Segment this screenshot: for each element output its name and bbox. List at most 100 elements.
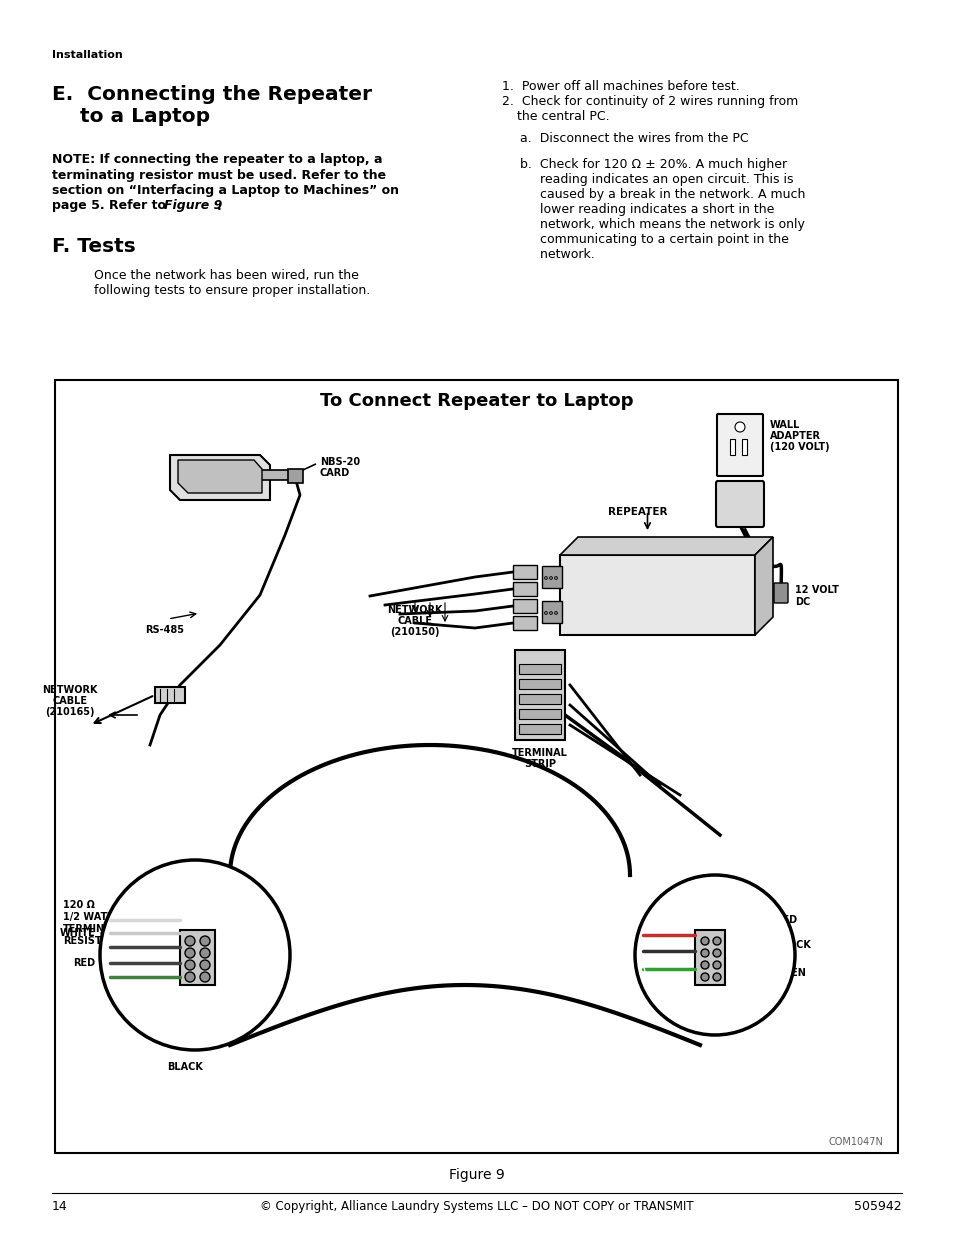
Text: GREEN: GREEN bbox=[769, 968, 806, 978]
Text: RED: RED bbox=[72, 958, 95, 968]
Text: 2.  Check for continuity of 2 wires running from: 2. Check for continuity of 2 wires runni… bbox=[501, 95, 798, 107]
Text: communicating to a certain point in the: communicating to a certain point in the bbox=[519, 233, 788, 246]
Bar bbox=[518, 664, 560, 674]
Text: RED: RED bbox=[774, 915, 797, 925]
Bar bbox=[729, 438, 734, 454]
Text: F. Tests: F. Tests bbox=[52, 237, 135, 256]
Text: NETWORK: NETWORK bbox=[387, 605, 442, 615]
Circle shape bbox=[712, 948, 720, 957]
Text: 12 VOLT: 12 VOLT bbox=[794, 585, 838, 595]
Text: (210150): (210150) bbox=[390, 627, 439, 637]
Text: Installation: Installation bbox=[52, 49, 123, 61]
FancyBboxPatch shape bbox=[695, 930, 724, 986]
Text: 120 Ω: 120 Ω bbox=[63, 900, 94, 910]
Text: .: . bbox=[216, 200, 221, 212]
Circle shape bbox=[544, 611, 547, 615]
Circle shape bbox=[712, 973, 720, 981]
Text: DC: DC bbox=[794, 597, 809, 606]
Text: WHITE: WHITE bbox=[59, 927, 95, 939]
Text: 505942: 505942 bbox=[854, 1200, 901, 1213]
FancyBboxPatch shape bbox=[154, 687, 185, 703]
Text: NOTE: If connecting the repeater to a laptop, a: NOTE: If connecting the repeater to a la… bbox=[52, 153, 382, 165]
FancyBboxPatch shape bbox=[513, 582, 537, 597]
Bar bbox=[55, 380, 897, 1153]
Text: RS-485: RS-485 bbox=[145, 625, 184, 635]
Bar bbox=[518, 694, 560, 704]
FancyBboxPatch shape bbox=[288, 469, 303, 483]
Text: reading indicates an open circuit. This is: reading indicates an open circuit. This … bbox=[519, 173, 793, 186]
FancyBboxPatch shape bbox=[513, 564, 537, 579]
Polygon shape bbox=[754, 537, 772, 635]
Text: NETWORK: NETWORK bbox=[42, 685, 97, 695]
Bar bbox=[518, 679, 560, 689]
Circle shape bbox=[700, 961, 708, 969]
FancyBboxPatch shape bbox=[717, 414, 762, 475]
Text: network, which means the network is only: network, which means the network is only bbox=[519, 219, 804, 231]
Circle shape bbox=[200, 972, 210, 982]
Circle shape bbox=[635, 876, 794, 1035]
Polygon shape bbox=[170, 454, 270, 500]
Polygon shape bbox=[559, 537, 772, 555]
Circle shape bbox=[544, 577, 547, 579]
Text: NBS-20: NBS-20 bbox=[319, 457, 359, 467]
Text: Figure 9: Figure 9 bbox=[448, 1168, 504, 1182]
Text: (120 VOLT): (120 VOLT) bbox=[769, 442, 829, 452]
Circle shape bbox=[185, 948, 194, 958]
FancyBboxPatch shape bbox=[716, 480, 763, 527]
Text: (210165): (210165) bbox=[45, 706, 94, 718]
Text: ADAPTER: ADAPTER bbox=[769, 431, 821, 441]
Text: WALL: WALL bbox=[769, 420, 800, 430]
Text: CABLE: CABLE bbox=[397, 616, 432, 626]
Text: STRIP: STRIP bbox=[523, 760, 556, 769]
FancyBboxPatch shape bbox=[513, 599, 537, 613]
Bar bbox=[559, 555, 754, 635]
FancyBboxPatch shape bbox=[180, 930, 214, 986]
Circle shape bbox=[200, 936, 210, 946]
FancyBboxPatch shape bbox=[773, 583, 787, 603]
Text: 14: 14 bbox=[52, 1200, 68, 1213]
Text: 1.  Power off all machines before test.: 1. Power off all machines before test. bbox=[501, 80, 739, 93]
Text: Once the network has been wired, run the: Once the network has been wired, run the bbox=[94, 269, 358, 282]
Text: page 5. Refer to: page 5. Refer to bbox=[52, 200, 171, 212]
Circle shape bbox=[700, 937, 708, 945]
Circle shape bbox=[200, 960, 210, 969]
Circle shape bbox=[185, 960, 194, 969]
Bar bbox=[741, 438, 746, 454]
Circle shape bbox=[554, 577, 557, 579]
Text: CABLE: CABLE bbox=[52, 697, 88, 706]
Circle shape bbox=[185, 972, 194, 982]
FancyBboxPatch shape bbox=[541, 601, 561, 622]
Text: REPEATER: REPEATER bbox=[607, 508, 666, 517]
Text: © Copyright, Alliance Laundry Systems LLC – DO NOT COPY or TRANSMIT: © Copyright, Alliance Laundry Systems LL… bbox=[260, 1200, 693, 1213]
Text: network.: network. bbox=[519, 248, 594, 261]
Text: the central PC.: the central PC. bbox=[517, 110, 609, 124]
Text: BLACK: BLACK bbox=[167, 1062, 203, 1072]
Circle shape bbox=[185, 936, 194, 946]
Circle shape bbox=[549, 577, 552, 579]
Circle shape bbox=[700, 973, 708, 981]
Text: To Connect Repeater to Laptop: To Connect Repeater to Laptop bbox=[319, 391, 633, 410]
FancyBboxPatch shape bbox=[513, 616, 537, 630]
Text: to a Laptop: to a Laptop bbox=[52, 107, 210, 126]
Text: b.  Check for 120 Ω ± 20%. A much higher: b. Check for 120 Ω ± 20%. A much higher bbox=[519, 158, 786, 170]
Text: RED: RED bbox=[173, 887, 196, 897]
Bar bbox=[515, 650, 564, 740]
Text: TERMINAL: TERMINAL bbox=[512, 748, 567, 758]
Text: terminating resistor must be used. Refer to the: terminating resistor must be used. Refer… bbox=[52, 168, 386, 182]
Circle shape bbox=[712, 961, 720, 969]
Text: section on “Interfacing a Laptop to Machines” on: section on “Interfacing a Laptop to Mach… bbox=[52, 184, 398, 198]
Text: Figure 9: Figure 9 bbox=[164, 200, 222, 212]
Circle shape bbox=[554, 611, 557, 615]
Text: CARD: CARD bbox=[319, 468, 350, 478]
Text: 1/2 WATT: 1/2 WATT bbox=[63, 911, 114, 923]
Text: BLACK: BLACK bbox=[774, 940, 810, 950]
Bar bbox=[518, 709, 560, 719]
Circle shape bbox=[100, 860, 290, 1050]
Text: a.  Disconnect the wires from the PC: a. Disconnect the wires from the PC bbox=[519, 132, 748, 146]
Text: caused by a break in the network. A much: caused by a break in the network. A much bbox=[519, 188, 804, 201]
Text: RESISTOR: RESISTOR bbox=[63, 936, 117, 946]
Text: E.  Connecting the Repeater: E. Connecting the Repeater bbox=[52, 85, 372, 104]
Circle shape bbox=[549, 611, 552, 615]
FancyBboxPatch shape bbox=[541, 566, 561, 588]
Circle shape bbox=[200, 948, 210, 958]
